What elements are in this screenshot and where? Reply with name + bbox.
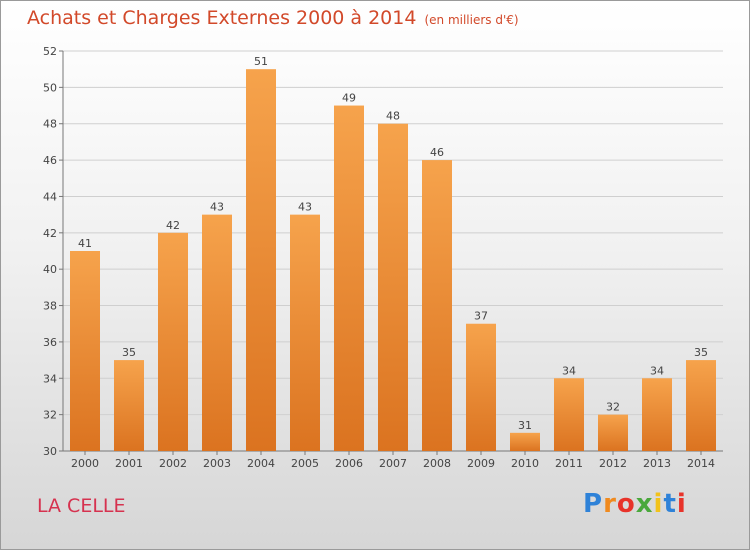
proxiti-logo: Proxiti [583, 489, 687, 519]
x-tick-label: 2005 [291, 457, 319, 470]
bar-2008 [422, 160, 452, 451]
y-tick-label: 52 [43, 45, 57, 58]
x-tick-label: 2010 [511, 457, 539, 470]
y-tick-label: 42 [43, 227, 57, 240]
y-tick-label: 48 [43, 118, 57, 131]
data-label-2005: 43 [298, 201, 312, 214]
data-label-2001: 35 [122, 346, 136, 359]
data-label-2006: 49 [342, 92, 356, 105]
logo-letter: i [676, 489, 687, 519]
y-tick-label: 32 [43, 409, 57, 422]
bar-2013 [642, 378, 672, 451]
bar-2006 [334, 105, 364, 451]
logo-letter: t [663, 489, 677, 519]
logo-letter: r [603, 489, 617, 519]
x-tick-label: 2006 [335, 457, 363, 470]
bar-2003 [202, 214, 232, 451]
x-tick-label: 2004 [247, 457, 275, 470]
chart-title: Achats et Charges Externes 2000 à 2014 (e… [27, 7, 519, 29]
bar-2011 [554, 378, 584, 451]
data-label-2012: 32 [606, 401, 620, 414]
x-tick-label: 2002 [159, 457, 187, 470]
data-label-2008: 46 [430, 146, 444, 159]
data-label-2010: 31 [518, 419, 532, 432]
data-labels: 41 35 42 43 51 43 49 48 46 37 31 34 32 34 35 [78, 55, 708, 432]
x-tick-label: 2014 [687, 457, 715, 470]
y-tick-label: 50 [43, 81, 57, 94]
bar-2004 [246, 69, 276, 451]
data-label-2000: 41 [78, 237, 92, 250]
commune-name: LA CELLE [37, 495, 126, 517]
data-label-2009: 37 [474, 310, 488, 323]
y-tick-label: 40 [43, 263, 57, 276]
bar-2012 [598, 414, 628, 451]
x-tick-label: 2013 [643, 457, 671, 470]
y-tick-label: 36 [43, 336, 57, 349]
bar-2007 [378, 123, 408, 452]
data-label-2003: 43 [210, 201, 224, 214]
x-tick-label: 2012 [599, 457, 627, 470]
unit-note: (en milliers d'€) [424, 13, 519, 27]
x-tick-label: 2008 [423, 457, 451, 470]
bar-2010 [510, 432, 540, 451]
x-tick-labels: 2000 2001 2002 2003 2004 2005 2006 2007 2008 2009… [71, 451, 715, 470]
x-tick-label: 2009 [467, 457, 495, 470]
bar-2014 [686, 360, 716, 451]
x-tick-label: 2007 [379, 457, 407, 470]
x-tick-label: 2000 [71, 457, 99, 470]
bar-2002 [158, 232, 188, 451]
data-label-2004: 51 [254, 55, 268, 68]
bar-2009 [466, 323, 496, 451]
data-label-2007: 48 [386, 110, 400, 123]
y-tick-labels: 30 32 34 36 38 40 42 44 46 48 50 52 [43, 45, 63, 458]
bar-2001 [114, 360, 144, 451]
logo-letter: P [583, 489, 604, 519]
data-label-2002: 42 [166, 219, 180, 232]
y-tick-label: 30 [43, 445, 57, 458]
x-tick-label: 2003 [203, 457, 231, 470]
logo-letter: x [635, 489, 654, 519]
bar-2000 [70, 251, 100, 451]
x-tick-label: 2001 [115, 457, 143, 470]
bars [70, 69, 716, 452]
data-label-2013: 34 [650, 364, 664, 377]
title-text: Achats et Charges Externes 2000 à 2014 [27, 7, 417, 29]
y-tick-label: 34 [43, 372, 57, 385]
y-tick-label: 44 [43, 190, 57, 203]
x-tick-label: 2011 [555, 457, 583, 470]
y-tick-label: 46 [43, 154, 57, 167]
data-label-2014: 35 [694, 346, 708, 359]
bar-2005 [290, 214, 320, 451]
y-tick-label: 38 [43, 300, 57, 313]
logo-letter: o [616, 489, 636, 519]
logo-letter: i [653, 489, 664, 519]
data-label-2011: 34 [562, 364, 576, 377]
